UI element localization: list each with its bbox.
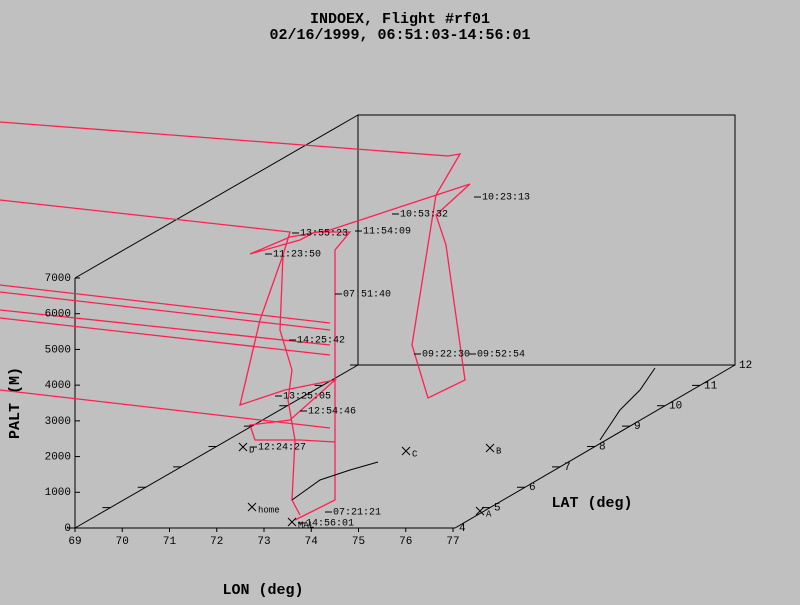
x-tick-label: 75	[352, 536, 365, 548]
waypoint-mark	[401, 446, 411, 456]
x-tick-label: 70	[116, 536, 129, 548]
waypoint-label: MAL	[298, 520, 314, 530]
x-tick-label: 76	[399, 536, 412, 548]
box-edges	[74, 114, 736, 529]
z-axis-label: PALT (M)	[7, 367, 24, 439]
time-label: 11:23:50	[273, 250, 321, 261]
waypoint-label: C	[412, 449, 418, 459]
z-tick-label: 3000	[45, 416, 71, 428]
box	[74, 114, 736, 529]
z-tick-label: 1000	[45, 487, 71, 499]
x-tick-label: 77	[446, 536, 459, 548]
track-line	[0, 121, 471, 521]
y-tick-label: 6	[529, 482, 536, 494]
y-tick-label: 7	[564, 462, 571, 474]
waypoint-mark	[247, 502, 257, 512]
track	[0, 121, 656, 521]
time-label: 10:53:32	[400, 210, 448, 221]
time-label: 13:25:05	[283, 392, 331, 403]
chart-subtitle: 02/16/1999, 06:51:03-14:56:01	[269, 27, 530, 44]
time-label: 09:22:30	[422, 350, 470, 361]
waypoint-mark	[238, 442, 248, 452]
time-label: 12:24:27	[258, 443, 306, 454]
time-label: 14:25:42	[297, 336, 345, 347]
chart-title: INDOEX, Flight #rf01	[310, 11, 490, 28]
y-axis-label: LAT (deg)	[551, 495, 632, 512]
y-tick-label: 8	[599, 441, 606, 453]
y-tick-label: 10	[669, 401, 682, 413]
waypoint-label: home	[258, 505, 280, 515]
waypoint-mark	[287, 517, 297, 527]
time-label: 07:21:21	[333, 508, 381, 519]
x-tick-label: 73	[257, 536, 270, 548]
x-tick-label: 74	[305, 536, 319, 548]
track-line	[0, 284, 331, 429]
z-tick-label: 7000	[45, 273, 71, 285]
time-label: 11:54:09	[363, 227, 411, 238]
waypoint-mark	[485, 443, 495, 453]
x-axis-label: LON (deg)	[222, 582, 303, 599]
y-tick-label: 9	[634, 421, 641, 433]
time-label: 12:54:46	[308, 407, 356, 418]
y-tick-label: 11	[704, 380, 718, 392]
time-label: 07:51:40	[343, 290, 391, 301]
x-tick-label: 72	[210, 536, 223, 548]
y-tick-label: 4	[459, 523, 466, 535]
z-tick-label: 2000	[45, 451, 71, 463]
time-label: 14:56:01	[306, 519, 354, 530]
waypoint-label: D	[249, 445, 254, 455]
z-tick-label: 5000	[45, 344, 71, 356]
y-tick-label: 5	[494, 503, 501, 515]
y-tick-label: 12	[739, 360, 752, 372]
coastline	[291, 367, 656, 501]
waypoint-label: A	[486, 509, 492, 519]
waypoint-label: B	[496, 446, 502, 456]
x-tick-label: 71	[163, 536, 177, 548]
x-tick-label: 69	[68, 536, 81, 548]
z-tick-label: 4000	[45, 380, 71, 392]
track-line	[0, 199, 301, 516]
z-tick-label: 0	[64, 523, 71, 535]
waypoint-mark	[475, 506, 485, 516]
z-tick-label: 6000	[45, 309, 71, 321]
time-label: 10:23:13	[482, 193, 530, 204]
time-label: 13:55:23	[300, 229, 348, 240]
time-label: 09:52:54	[477, 350, 525, 361]
track-line	[239, 254, 338, 443]
